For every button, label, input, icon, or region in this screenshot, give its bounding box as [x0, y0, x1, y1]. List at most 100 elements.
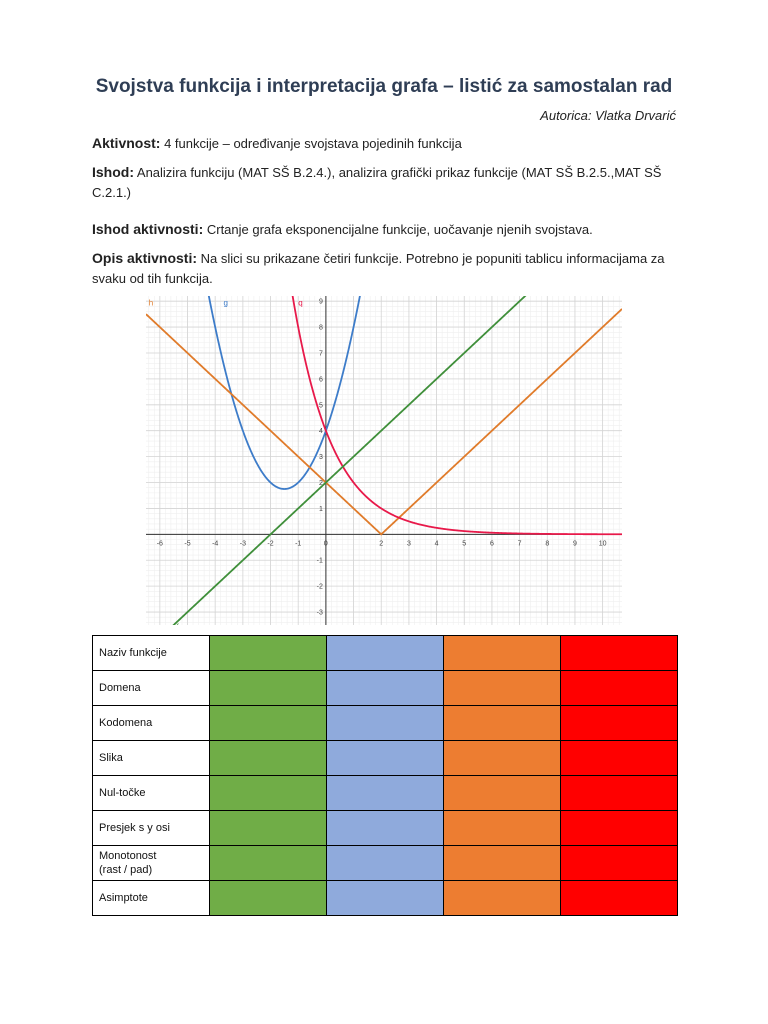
- y-tick-label: 9: [319, 299, 323, 306]
- x-tick-label: 3: [407, 540, 411, 547]
- x-tick-label: 4: [435, 540, 439, 547]
- answer-cell[interactable]: [326, 880, 444, 916]
- answer-cell[interactable]: [560, 810, 678, 846]
- row-label: Domena: [92, 670, 210, 706]
- answer-cell[interactable]: [560, 775, 678, 811]
- answer-cell[interactable]: [560, 670, 678, 706]
- function-graph: -6 -5 -4 -3 -2 -1 0 2 3 4 5 6 7 8 9 10 -3 -2 -1 1 2 3 4 5 6 7 8 9 g h…: [146, 296, 622, 625]
- y-tick-label: 6: [319, 376, 323, 383]
- answer-cell[interactable]: [560, 635, 678, 671]
- y-tick-label: -3: [317, 610, 323, 617]
- x-tick-label: -3: [240, 540, 246, 547]
- answer-cell[interactable]: [443, 705, 561, 741]
- y-tick-label: 2: [319, 480, 323, 487]
- y-tick-label: 1: [319, 506, 323, 513]
- answer-cell[interactable]: [209, 635, 327, 671]
- section-description: Opis aktivnosti: Na slici su prikazane č…: [92, 248, 682, 289]
- row-label: Slika: [92, 740, 210, 776]
- answer-cell[interactable]: [443, 635, 561, 671]
- section-activity: Aktivnost: 4 funkcije – određivanje svoj…: [92, 133, 682, 154]
- answer-cell[interactable]: [560, 845, 678, 881]
- section-text: Analizira funkciju (MAT SŠ B.2.4.), anal…: [92, 165, 662, 200]
- y-tick-label: 3: [319, 454, 323, 461]
- answer-cell[interactable]: [443, 845, 561, 881]
- x-tick-label: -1: [295, 540, 301, 547]
- function-curve-h: [146, 308, 622, 536]
- answer-cell[interactable]: [326, 705, 444, 741]
- section-text: Crtanje grafa eksponencijalne funkcije, …: [203, 222, 593, 237]
- function-curve-f: [172, 296, 527, 625]
- x-tick-label: 0: [324, 540, 328, 547]
- answer-cell[interactable]: [326, 740, 444, 776]
- answer-cell[interactable]: [209, 845, 327, 881]
- y-tick-label: 8: [319, 325, 323, 332]
- x-tick-label: -2: [267, 540, 273, 547]
- x-tick-label: 10: [599, 540, 607, 547]
- answer-cell[interactable]: [326, 635, 444, 671]
- answer-cell[interactable]: [326, 810, 444, 846]
- x-tick-label: 8: [545, 540, 549, 547]
- answer-cell[interactable]: [560, 880, 678, 916]
- x-tick-label: -6: [157, 540, 163, 547]
- answer-cell[interactable]: [560, 740, 678, 776]
- table-row: Nul-točke: [92, 775, 678, 811]
- answer-cell[interactable]: [209, 705, 327, 741]
- x-tick-label: -5: [184, 540, 190, 547]
- table-row: Slika: [92, 740, 678, 776]
- section-activity-outcome: Ishod aktivnosti: Crtanje grafa eksponen…: [92, 219, 682, 240]
- x-tick-label: 7: [518, 540, 522, 547]
- answer-cell[interactable]: [560, 705, 678, 741]
- x-tick-label: 6: [490, 540, 494, 547]
- answer-cell[interactable]: [209, 810, 327, 846]
- row-label: Presjek s y osi: [92, 810, 210, 846]
- answer-cell[interactable]: [209, 740, 327, 776]
- section-label: Opis aktivnosti:: [92, 250, 198, 266]
- answer-cell[interactable]: [326, 845, 444, 881]
- table-row: Kodomena: [92, 705, 678, 741]
- row-label: Nul-točke: [92, 775, 210, 811]
- y-tick-label: 4: [319, 428, 323, 435]
- table-row: Presjek s y osi: [92, 810, 678, 846]
- function-curve-q: [291, 296, 622, 536]
- answer-cell[interactable]: [209, 670, 327, 706]
- row-label: Kodomena: [92, 705, 210, 741]
- function-curve-g: [207, 296, 361, 490]
- row-label: Asimptote: [92, 880, 210, 916]
- y-tick-label: -1: [317, 558, 323, 565]
- answer-cell[interactable]: [443, 880, 561, 916]
- section-label: Ishod:: [92, 164, 134, 180]
- table-row: Naziv funkcije: [92, 635, 678, 671]
- answer-cell[interactable]: [209, 880, 327, 916]
- y-tick-label: 7: [319, 350, 323, 357]
- answer-cell[interactable]: [443, 670, 561, 706]
- x-tick-label: 2: [379, 540, 383, 547]
- page-title: Svojstva funkcija i interpretacija grafa…: [95, 76, 673, 97]
- answer-cell[interactable]: [443, 810, 561, 846]
- answer-cell[interactable]: [326, 670, 444, 706]
- y-tick-label: 5: [319, 402, 323, 409]
- table-row: Asimptote: [92, 880, 678, 916]
- section-text: 4 funkcije – određivanje svojstava pojed…: [160, 136, 462, 151]
- section-outcome: Ishod: Analizira funkciju (MAT SŠ B.2.4.…: [92, 162, 682, 203]
- answer-cell[interactable]: [209, 775, 327, 811]
- section-label: Aktivnost:: [92, 135, 161, 151]
- section-label: Ishod aktivnosti:: [92, 221, 204, 237]
- properties-table: Naziv funkcije Domena Kodomena Slika Nul-toč…: [92, 635, 678, 916]
- series-label-h: h: [149, 299, 153, 308]
- series-label-q: q: [298, 299, 302, 308]
- x-tick-label: -4: [212, 540, 218, 547]
- row-label: Monotonost (rast / pad): [92, 845, 210, 881]
- row-label: Naziv funkcije: [92, 635, 210, 671]
- y-tick-label: -2: [317, 584, 323, 591]
- answer-cell[interactable]: [326, 775, 444, 811]
- section-text: Na slici su prikazane četiri funkcije. P…: [92, 251, 665, 286]
- table-row: Domena: [92, 670, 678, 706]
- series-label-g: g: [223, 299, 227, 308]
- answer-cell[interactable]: [443, 775, 561, 811]
- x-tick-label: 9: [573, 540, 577, 547]
- series-label-f: f: [176, 622, 179, 625]
- table-row: Monotonost (rast / pad): [92, 845, 678, 881]
- author-line: Autorica: Vlatka Drvarić: [540, 108, 676, 123]
- x-tick-label: 5: [462, 540, 466, 547]
- answer-cell[interactable]: [443, 740, 561, 776]
